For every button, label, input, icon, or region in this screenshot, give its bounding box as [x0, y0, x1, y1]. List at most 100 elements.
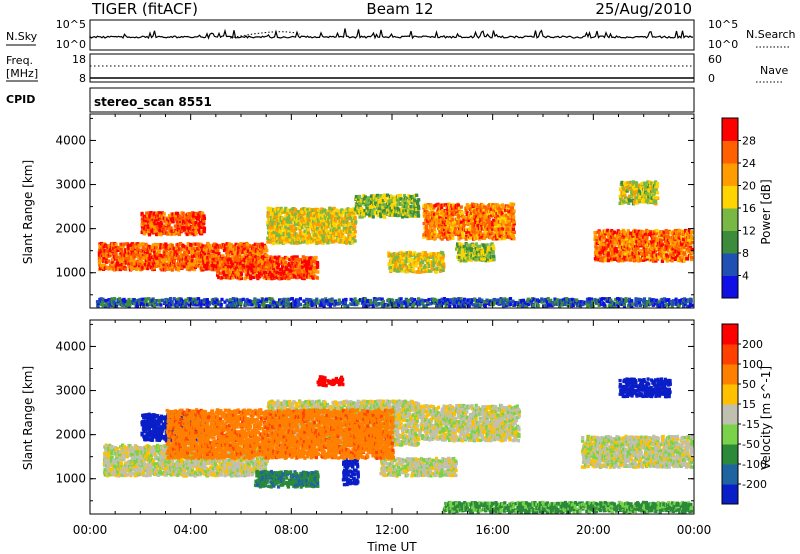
power-cell	[313, 217, 317, 222]
power-cell	[223, 260, 227, 264]
power-cell	[130, 242, 135, 246]
power-cell	[192, 267, 197, 272]
power-cell	[334, 232, 339, 236]
power-cell	[298, 257, 302, 262]
power-cell	[142, 221, 146, 225]
power-cell	[318, 222, 322, 226]
power-cell	[354, 205, 358, 209]
power-cell	[190, 262, 194, 266]
power-cell	[407, 259, 411, 263]
power-cell	[140, 230, 144, 234]
power-cell	[418, 253, 422, 257]
cpid-label: CPID	[6, 93, 35, 106]
power-cell	[168, 214, 172, 218]
power-cell	[253, 268, 257, 273]
power-cell	[322, 231, 326, 236]
power-cell	[271, 241, 275, 246]
power-cell	[318, 224, 322, 229]
power-cell	[307, 211, 311, 216]
power-cell	[289, 265, 293, 269]
power-cell	[178, 263, 183, 267]
power-cell	[257, 258, 262, 263]
power-cell	[298, 240, 302, 245]
power-cell	[176, 223, 180, 227]
power-cell	[165, 254, 169, 258]
power-cell	[176, 211, 180, 216]
power-cell	[265, 248, 269, 253]
power-cell	[234, 273, 238, 278]
power-cell	[316, 218, 321, 222]
power-cell	[123, 260, 127, 265]
power-cell	[153, 225, 157, 229]
power-cell	[298, 261, 302, 266]
power-cell	[217, 275, 221, 280]
power-cell	[159, 220, 163, 225]
power-cell	[103, 243, 107, 247]
power-cell	[278, 240, 282, 244]
power-cell	[111, 248, 115, 253]
nsky-line	[89, 28, 693, 40]
power-cell	[153, 260, 157, 264]
power-cell	[441, 259, 445, 263]
power-cell	[284, 260, 288, 265]
power-cell	[178, 217, 182, 222]
power-cell	[301, 255, 305, 259]
power-cell	[312, 219, 316, 223]
power-cell	[337, 237, 341, 241]
power-cell	[292, 224, 296, 228]
power-cell	[284, 221, 288, 226]
power-cell	[306, 266, 310, 270]
power-cell	[224, 273, 228, 278]
power-cell	[164, 216, 168, 221]
power-cell	[143, 266, 147, 270]
power-cell	[120, 249, 124, 253]
power-cell	[233, 254, 237, 258]
power-cell	[99, 243, 103, 248]
power-cell	[348, 241, 353, 245]
power-cell	[276, 263, 281, 267]
power-cell	[331, 231, 335, 235]
power-cell	[682, 251, 686, 255]
power-cell	[202, 221, 206, 225]
power-cell	[353, 225, 357, 230]
power-cell	[329, 224, 333, 229]
power-cell	[333, 226, 337, 231]
power-cell	[243, 276, 247, 281]
power-cell	[285, 267, 290, 271]
power-cell	[411, 268, 415, 272]
power-cell	[330, 207, 334, 211]
power-cell	[371, 215, 375, 219]
power-cell	[273, 257, 277, 262]
power-cell	[155, 211, 159, 215]
power-cell	[203, 264, 207, 269]
power-cell	[266, 240, 270, 244]
power-cell	[173, 255, 178, 260]
power-cell	[309, 256, 313, 260]
power-cell	[273, 269, 277, 273]
power-cell	[201, 266, 205, 270]
power-cell	[409, 251, 413, 255]
power-cell	[194, 248, 198, 252]
power-cell	[632, 232, 636, 237]
power-cell	[301, 209, 305, 214]
power-cell	[430, 223, 434, 227]
power-cell	[186, 259, 190, 264]
power-cell	[185, 261, 189, 265]
power-cell	[295, 219, 299, 224]
power-cell	[442, 262, 446, 266]
power-cell	[184, 255, 189, 260]
power-cell	[194, 229, 198, 233]
power-cell	[334, 229, 338, 233]
power-cell	[349, 225, 353, 229]
power-cell	[305, 269, 309, 273]
power-cell	[453, 226, 457, 231]
power-cell	[278, 277, 282, 281]
power-cell	[360, 215, 364, 219]
power-cell	[153, 211, 157, 215]
power-cell	[167, 261, 171, 266]
power-cell	[178, 214, 182, 219]
power-cell	[316, 235, 320, 240]
power-cell	[292, 234, 296, 238]
power-cell	[311, 238, 316, 243]
power-cell	[150, 223, 154, 227]
